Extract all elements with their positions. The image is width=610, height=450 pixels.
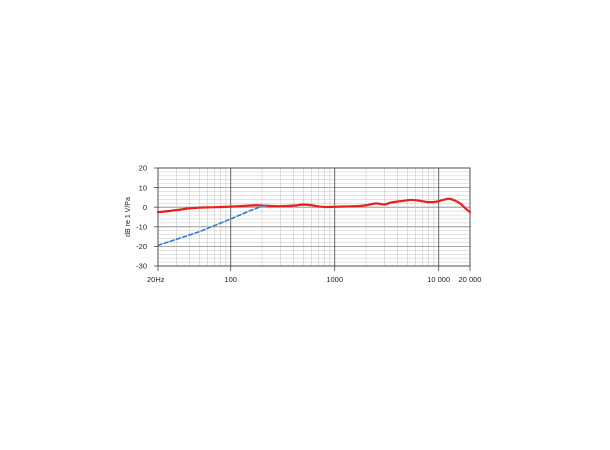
y-tick-label: 20 (139, 164, 147, 173)
y-tick-label: -20 (136, 242, 147, 251)
y-tick-label: 10 (139, 183, 147, 192)
x-tick-label: 1000 (326, 275, 343, 284)
x-tick-label: 100 (224, 275, 237, 284)
plot-frame (157, 167, 471, 267)
grid (157, 167, 471, 267)
series-layer (156, 197, 472, 247)
x-tick-label: 10 000 (427, 275, 450, 284)
plot-border (157, 167, 471, 267)
x-tick-label: 20 000 (459, 275, 482, 284)
x-tick-label: 20Hz (147, 275, 165, 284)
y-axis-label: dB re 1 V/Pa (125, 197, 132, 237)
y-tick-label: 0 (143, 203, 147, 212)
y-tick-label: -30 (136, 262, 147, 271)
series-line-dashed (157, 204, 268, 247)
series-line-solid (156, 197, 472, 214)
y-tick-label: -10 (136, 223, 147, 232)
